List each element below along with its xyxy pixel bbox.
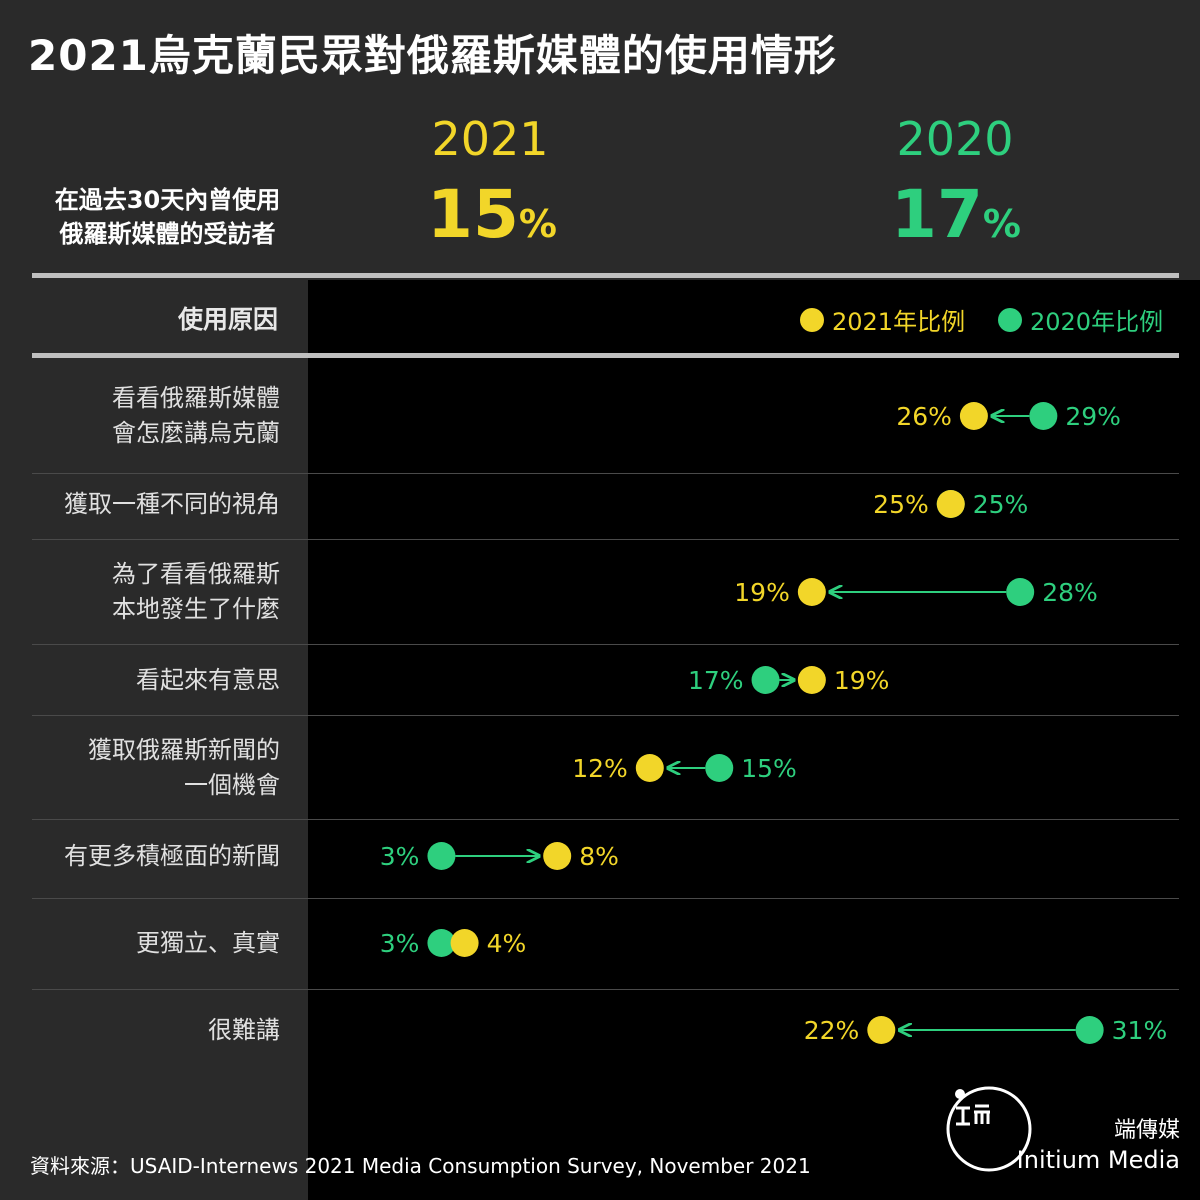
summary-value-2020-number: 17 bbox=[891, 176, 983, 253]
category-label: 很難講 bbox=[208, 1015, 280, 1044]
dot-2021 bbox=[450, 929, 479, 957]
dot-2021 bbox=[635, 754, 664, 782]
value-label-2020: 25% bbox=[973, 490, 1029, 519]
value-label-2021: 8% bbox=[579, 842, 619, 871]
dot-2020 bbox=[1075, 1016, 1104, 1044]
legend-2020-dot bbox=[998, 307, 1022, 332]
row-separator bbox=[32, 819, 1179, 820]
header-bottom-rule bbox=[32, 353, 1179, 358]
summary-value-2021: 15% bbox=[362, 176, 622, 253]
dot-2021 bbox=[797, 578, 826, 606]
value-label-2020: 3% bbox=[380, 842, 420, 871]
category-label: 獲取一種不同的視角 bbox=[64, 489, 280, 518]
reasons-header: 使用原因 bbox=[177, 305, 278, 334]
value-label-2021: 4% bbox=[487, 929, 527, 958]
source-note: 資料來源：USAID-Internews 2021 Media Consumpt… bbox=[30, 1154, 811, 1178]
category-label: 為了看看俄羅斯 本地發生了什麼 bbox=[112, 560, 280, 623]
dot-2020 bbox=[1029, 402, 1058, 430]
legend-2020: 2020年比例 bbox=[998, 302, 1163, 337]
category-label: 看起來有意思 bbox=[136, 665, 280, 694]
value-label-2021: 19% bbox=[734, 578, 790, 607]
summary-value-2021-pct: % bbox=[518, 202, 557, 246]
dot-2020 bbox=[705, 754, 734, 782]
initium-logo bbox=[946, 1086, 1032, 1172]
dot-2020 bbox=[427, 842, 456, 870]
value-label-2020: 29% bbox=[1065, 402, 1121, 431]
summary-value-2020-pct: % bbox=[982, 202, 1021, 246]
header-top-rule bbox=[32, 273, 1179, 278]
summary-label-line2: 俄羅斯媒體的受訪者 bbox=[59, 220, 276, 248]
row-separator bbox=[32, 473, 1179, 474]
value-label-2020: 31% bbox=[1112, 1016, 1168, 1045]
dot-2021 bbox=[797, 666, 826, 694]
row-separator bbox=[32, 898, 1179, 899]
value-label-2021: 26% bbox=[896, 402, 952, 431]
brand-name-en: Initium Media bbox=[1016, 1146, 1180, 1174]
category-label: 有更多積極面的新聞 bbox=[64, 841, 280, 870]
value-label-2020: 28% bbox=[1042, 578, 1098, 607]
row-separator bbox=[32, 539, 1179, 540]
legend-2020-label: 2020年比例 bbox=[1030, 308, 1164, 336]
summary-value-2020: 17% bbox=[826, 176, 1086, 253]
value-label-2020: 17% bbox=[688, 666, 744, 695]
row-separator bbox=[32, 644, 1179, 645]
dot-2020 bbox=[427, 929, 456, 957]
category-label: 獲取俄羅斯新聞的 一個機會 bbox=[88, 736, 280, 799]
summary-year-2020: 2020 bbox=[896, 112, 1014, 166]
legend-2021: 2021年比例 bbox=[800, 302, 965, 337]
value-label-2021: 12% bbox=[572, 754, 628, 783]
summary-year-2021: 2021 bbox=[431, 112, 549, 166]
dot-2020 bbox=[751, 666, 780, 694]
summary-label: 在過去30天內曾使用 俄羅斯媒體的受訪者 bbox=[30, 183, 305, 251]
category-label: 更獨立、真實 bbox=[136, 928, 280, 957]
value-label-2020: 3% bbox=[380, 929, 420, 958]
dot-2021 bbox=[959, 402, 988, 430]
category-label: 看看俄羅斯媒體 會怎麼講烏克蘭 bbox=[112, 384, 280, 447]
summary-value-2021-number: 15 bbox=[427, 176, 519, 253]
legend-2021-dot bbox=[800, 307, 824, 332]
value-label-2021: 22% bbox=[804, 1016, 860, 1045]
dot-2021 bbox=[867, 1016, 896, 1044]
row-separator bbox=[32, 989, 1179, 990]
row-separator bbox=[32, 715, 1179, 716]
plot-background bbox=[308, 280, 1200, 1200]
dot-2020 bbox=[1006, 578, 1035, 606]
value-label-2021: 19% bbox=[834, 666, 890, 695]
value-label-2021: 25% bbox=[873, 490, 929, 519]
chart-title: 2021烏克蘭民眾對俄羅斯媒體的使用情形 bbox=[28, 31, 837, 80]
dot-2021 bbox=[936, 490, 965, 518]
brand-name-cn: 端傳媒 bbox=[1113, 1118, 1180, 1143]
summary-label-line1: 在過去30天內曾使用 bbox=[54, 186, 281, 214]
value-label-2020: 15% bbox=[741, 754, 797, 783]
legend-2021-label: 2021年比例 bbox=[832, 308, 966, 336]
dot-2021 bbox=[543, 842, 572, 870]
